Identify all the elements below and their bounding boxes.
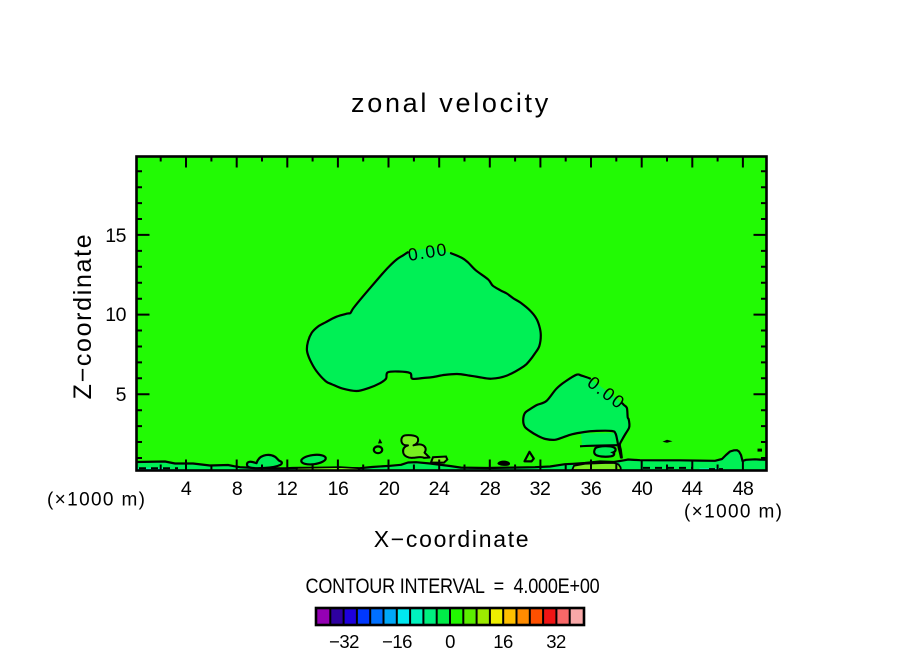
- svg-text:28: 28: [480, 478, 501, 500]
- svg-text:32: 32: [530, 478, 551, 500]
- svg-text:Z−coordinate: Z−coordinate: [69, 233, 97, 400]
- svg-text:24: 24: [429, 478, 450, 500]
- svg-text:(×1000 m): (×1000 m): [684, 501, 783, 522]
- svg-text:−32: −32: [329, 631, 359, 652]
- svg-text:(×1000 m): (×1000 m): [47, 490, 146, 511]
- svg-text:5: 5: [116, 384, 127, 406]
- svg-text:15: 15: [105, 225, 126, 247]
- svg-text:44: 44: [682, 478, 703, 500]
- svg-text:32: 32: [546, 631, 566, 652]
- svg-text:16: 16: [328, 478, 349, 500]
- svg-text:20: 20: [379, 478, 400, 500]
- svg-text:zonal velocity: zonal velocity: [351, 88, 551, 118]
- svg-text:10: 10: [105, 304, 126, 326]
- svg-text:8: 8: [232, 478, 242, 500]
- svg-text:12: 12: [277, 478, 298, 500]
- svg-text:16: 16: [493, 631, 513, 652]
- svg-text:CONTOUR INTERVAL = 4.000E+00: CONTOUR INTERVAL = 4.000E+00: [305, 575, 599, 599]
- svg-text:36: 36: [581, 478, 602, 500]
- svg-text:40: 40: [632, 478, 653, 500]
- svg-text:−16: −16: [382, 631, 412, 652]
- svg-text:0: 0: [445, 631, 455, 652]
- svg-text:4: 4: [181, 478, 192, 500]
- svg-text:X−coordinate: X−coordinate: [374, 526, 531, 552]
- svg-text:48: 48: [733, 478, 754, 500]
